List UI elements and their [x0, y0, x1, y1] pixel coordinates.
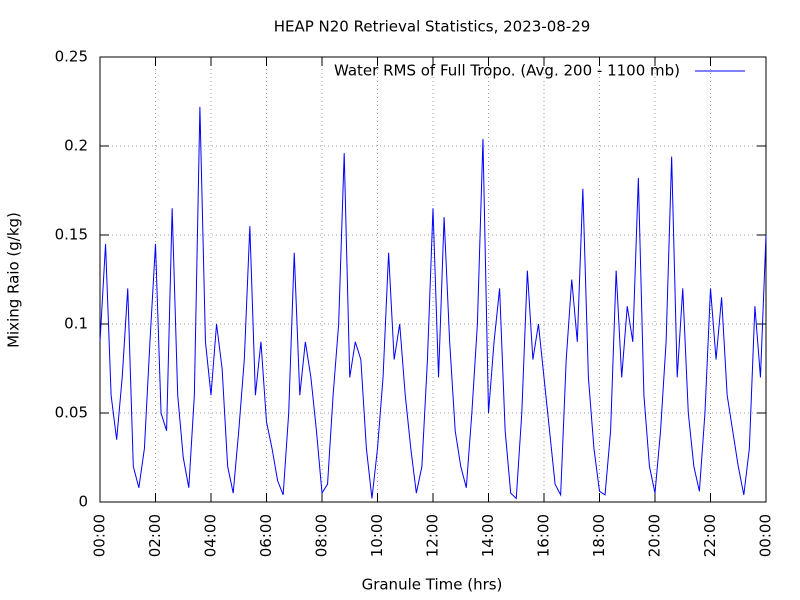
legend-label: Water RMS of Full Tropo. (Avg. 200 - 110…	[334, 62, 680, 80]
chart-title: HEAP N20 Retrieval Statistics, 2023-08-2…	[274, 18, 591, 36]
y-tick-label: 0.25	[55, 48, 88, 66]
x-tick-label: 06:00	[257, 514, 275, 557]
x-axis-label: Granule Time (hrs)	[362, 576, 503, 594]
x-tick-label: 18:00	[590, 514, 608, 557]
y-tick-label: 0.05	[55, 404, 88, 422]
y-axis-label: Mixing Raio (g/kg)	[5, 212, 23, 348]
x-tick-label: 08:00	[313, 514, 331, 557]
y-tick-label: 0	[78, 493, 88, 511]
y-tick-label: 0.15	[55, 226, 88, 244]
x-tick-label: 04:00	[202, 514, 220, 557]
x-tick-label: 16:00	[535, 514, 553, 557]
x-tick-label: 12:00	[424, 514, 442, 557]
x-tick-label: 00:00	[757, 514, 775, 557]
data-line	[99, 106, 767, 500]
x-tick-label: 00:00	[91, 514, 109, 557]
x-tick-label: 02:00	[146, 514, 164, 557]
x-tick-label: 20:00	[646, 514, 664, 557]
x-tick-label: 14:00	[479, 514, 497, 557]
x-tick-label: 10:00	[368, 514, 386, 557]
plot-frame	[99, 56, 767, 503]
x-tick-label: 22:00	[701, 514, 719, 557]
y-tick-label: 0.1	[64, 315, 88, 333]
y-tick-label: 0.2	[64, 137, 88, 155]
